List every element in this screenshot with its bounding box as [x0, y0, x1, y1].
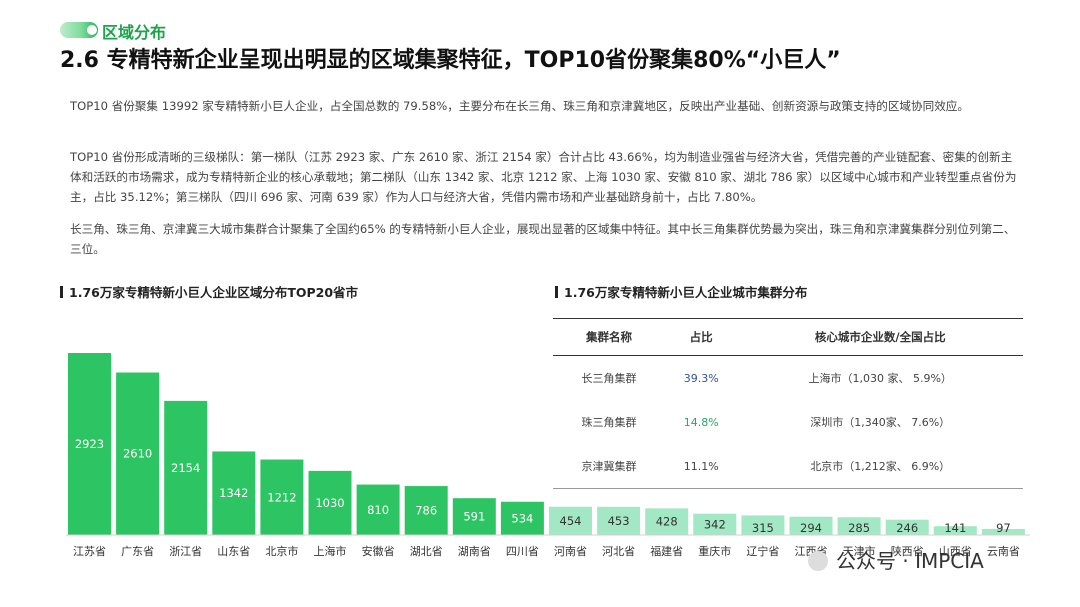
bar-value-label: 246: [896, 521, 918, 535]
bar-value-label: 2610: [123, 447, 152, 461]
bar-河北省: [597, 506, 641, 535]
bar-福建省: [645, 508, 689, 535]
table-header-core: 核心城市企业数/全国占比: [737, 318, 1023, 356]
bar-value-label: 534: [511, 511, 533, 525]
bar-北京市: [260, 459, 304, 535]
bar-chart-title: 1.76万家专精特新小巨人企业区域分布TOP20省市: [60, 282, 358, 301]
bar-value-label: 315: [752, 521, 774, 535]
table-header-share: 占比: [664, 318, 738, 356]
bar-value-label: 1030: [315, 496, 344, 510]
category-label: 北京市: [265, 544, 298, 558]
category-label: 四川省: [506, 545, 539, 558]
bar-value-label: 2154: [171, 461, 200, 475]
bar-value-label: 1212: [267, 490, 296, 504]
category-label: 湖北省: [410, 545, 443, 558]
category-label: 重庆市: [698, 544, 731, 558]
bar-value-label: 141: [944, 521, 966, 535]
bar-湖南省: [452, 498, 496, 535]
category-label: 浙江省: [169, 545, 202, 558]
bar-value-label: 810: [367, 503, 389, 517]
paragraph-1: TOP10 省份聚集 13992 家专精特新小巨人企业，占全国总数的 79.58…: [70, 99, 969, 113]
section-dot-icon: [87, 25, 97, 35]
bar-广东省: [116, 372, 160, 535]
bar-value-label: 453: [608, 514, 630, 528]
bar-江西省: [789, 516, 833, 535]
bar-value-label: 285: [848, 521, 870, 535]
bar-天津市: [837, 517, 881, 535]
paragraph-3: 长三角、珠三角、京津冀三大城市集群合计聚集了全国约65% 的专精特新小巨人企业，…: [70, 222, 1016, 256]
bar-value-label: 294: [800, 521, 822, 535]
bar-安徽省: [356, 484, 400, 535]
category-label: 上海市: [314, 544, 347, 558]
category-label: 湖南省: [458, 545, 491, 558]
category-label: 天津市: [843, 544, 876, 558]
cluster-table: 集群名称 占比 核心城市企业数/全国占比 长三角集群 39.3% 上海市（1,0…: [553, 318, 1023, 489]
section-label: 区域分布: [102, 23, 167, 42]
category-label: 广东省: [121, 545, 154, 558]
bar-value-label: 786: [415, 504, 437, 518]
category-label: 山西省: [939, 545, 972, 558]
bar-value-label: 591: [463, 510, 485, 524]
bar-重庆市: [693, 513, 737, 535]
category-label: 陕西省: [891, 544, 924, 558]
page-title: 2.6 专精特新企业呈现出明显的区域集聚特征，TOP10省份聚集80%“小巨人”: [60, 48, 841, 73]
category-label: 福建省: [650, 544, 683, 558]
category-label: 云南省: [987, 545, 1020, 558]
cluster-core: 北京市（1,212家、 6.9%）: [737, 444, 1023, 489]
category-label: 河南省: [554, 545, 587, 558]
bar-云南省: [981, 528, 1025, 535]
cluster-name: 长三角集群: [581, 372, 637, 385]
table-title: 1.76万家专精特新小巨人企业城市集群分布: [555, 282, 807, 301]
bar-value-label: 342: [704, 517, 726, 531]
cluster-name: 京津冀集群: [553, 444, 665, 489]
wechat-icon: [808, 551, 828, 571]
category-label: 辽宁省: [746, 544, 779, 558]
bar-上海市: [308, 470, 352, 535]
cluster-share: 14.8%: [683, 415, 719, 429]
bar-山西省: [933, 526, 977, 535]
table-row: 珠三角集群 14.8% 深圳市（1,340家、 7.6%）: [553, 400, 1023, 444]
cluster-share: 39.3%: [683, 371, 719, 385]
table-row: 京津冀集群 11.1% 北京市（1,212家、 6.9%）: [553, 444, 1023, 489]
bar-value-label: 97: [996, 521, 1011, 535]
category-label: 山东省: [217, 545, 250, 558]
category-label: 江苏省: [73, 545, 106, 558]
bar-浙江省: [164, 400, 208, 535]
bar-湖北省: [404, 486, 448, 535]
bar-value-label: 2923: [75, 437, 104, 451]
table-header-name: 集群名称: [553, 318, 665, 356]
table-row: 长三角集群 39.3% 上海市（1,030 家、 5.9%）: [553, 356, 1023, 401]
cluster-name: 珠三角集群: [581, 416, 637, 429]
bar-value-label: 454: [560, 514, 582, 528]
bar-四川省: [500, 501, 544, 535]
paragraph-2: TOP10 省份形成清晰的三级梯队：第一梯队（江苏 2923 家、广东 2610…: [70, 150, 1017, 204]
bar-value-label: 1342: [219, 486, 248, 500]
cluster-core: 深圳市（1,340家、 7.6%）: [810, 416, 951, 429]
bar-山东省: [212, 451, 256, 535]
footer-brand: 公众号 · IMPCIA: [808, 545, 984, 574]
category-label: 安徽省: [362, 544, 395, 558]
bar-辽宁省: [741, 515, 785, 535]
cluster-share: 11.1%: [664, 444, 738, 489]
cluster-core: 上海市（1,030 家、 5.9%）: [808, 372, 952, 385]
bar-江苏省: [68, 353, 111, 535]
bar-value-label: 428: [656, 515, 678, 529]
category-label: 河北省: [602, 545, 635, 558]
bar-陕西省: [885, 519, 929, 535]
bar-河南省: [549, 506, 592, 535]
